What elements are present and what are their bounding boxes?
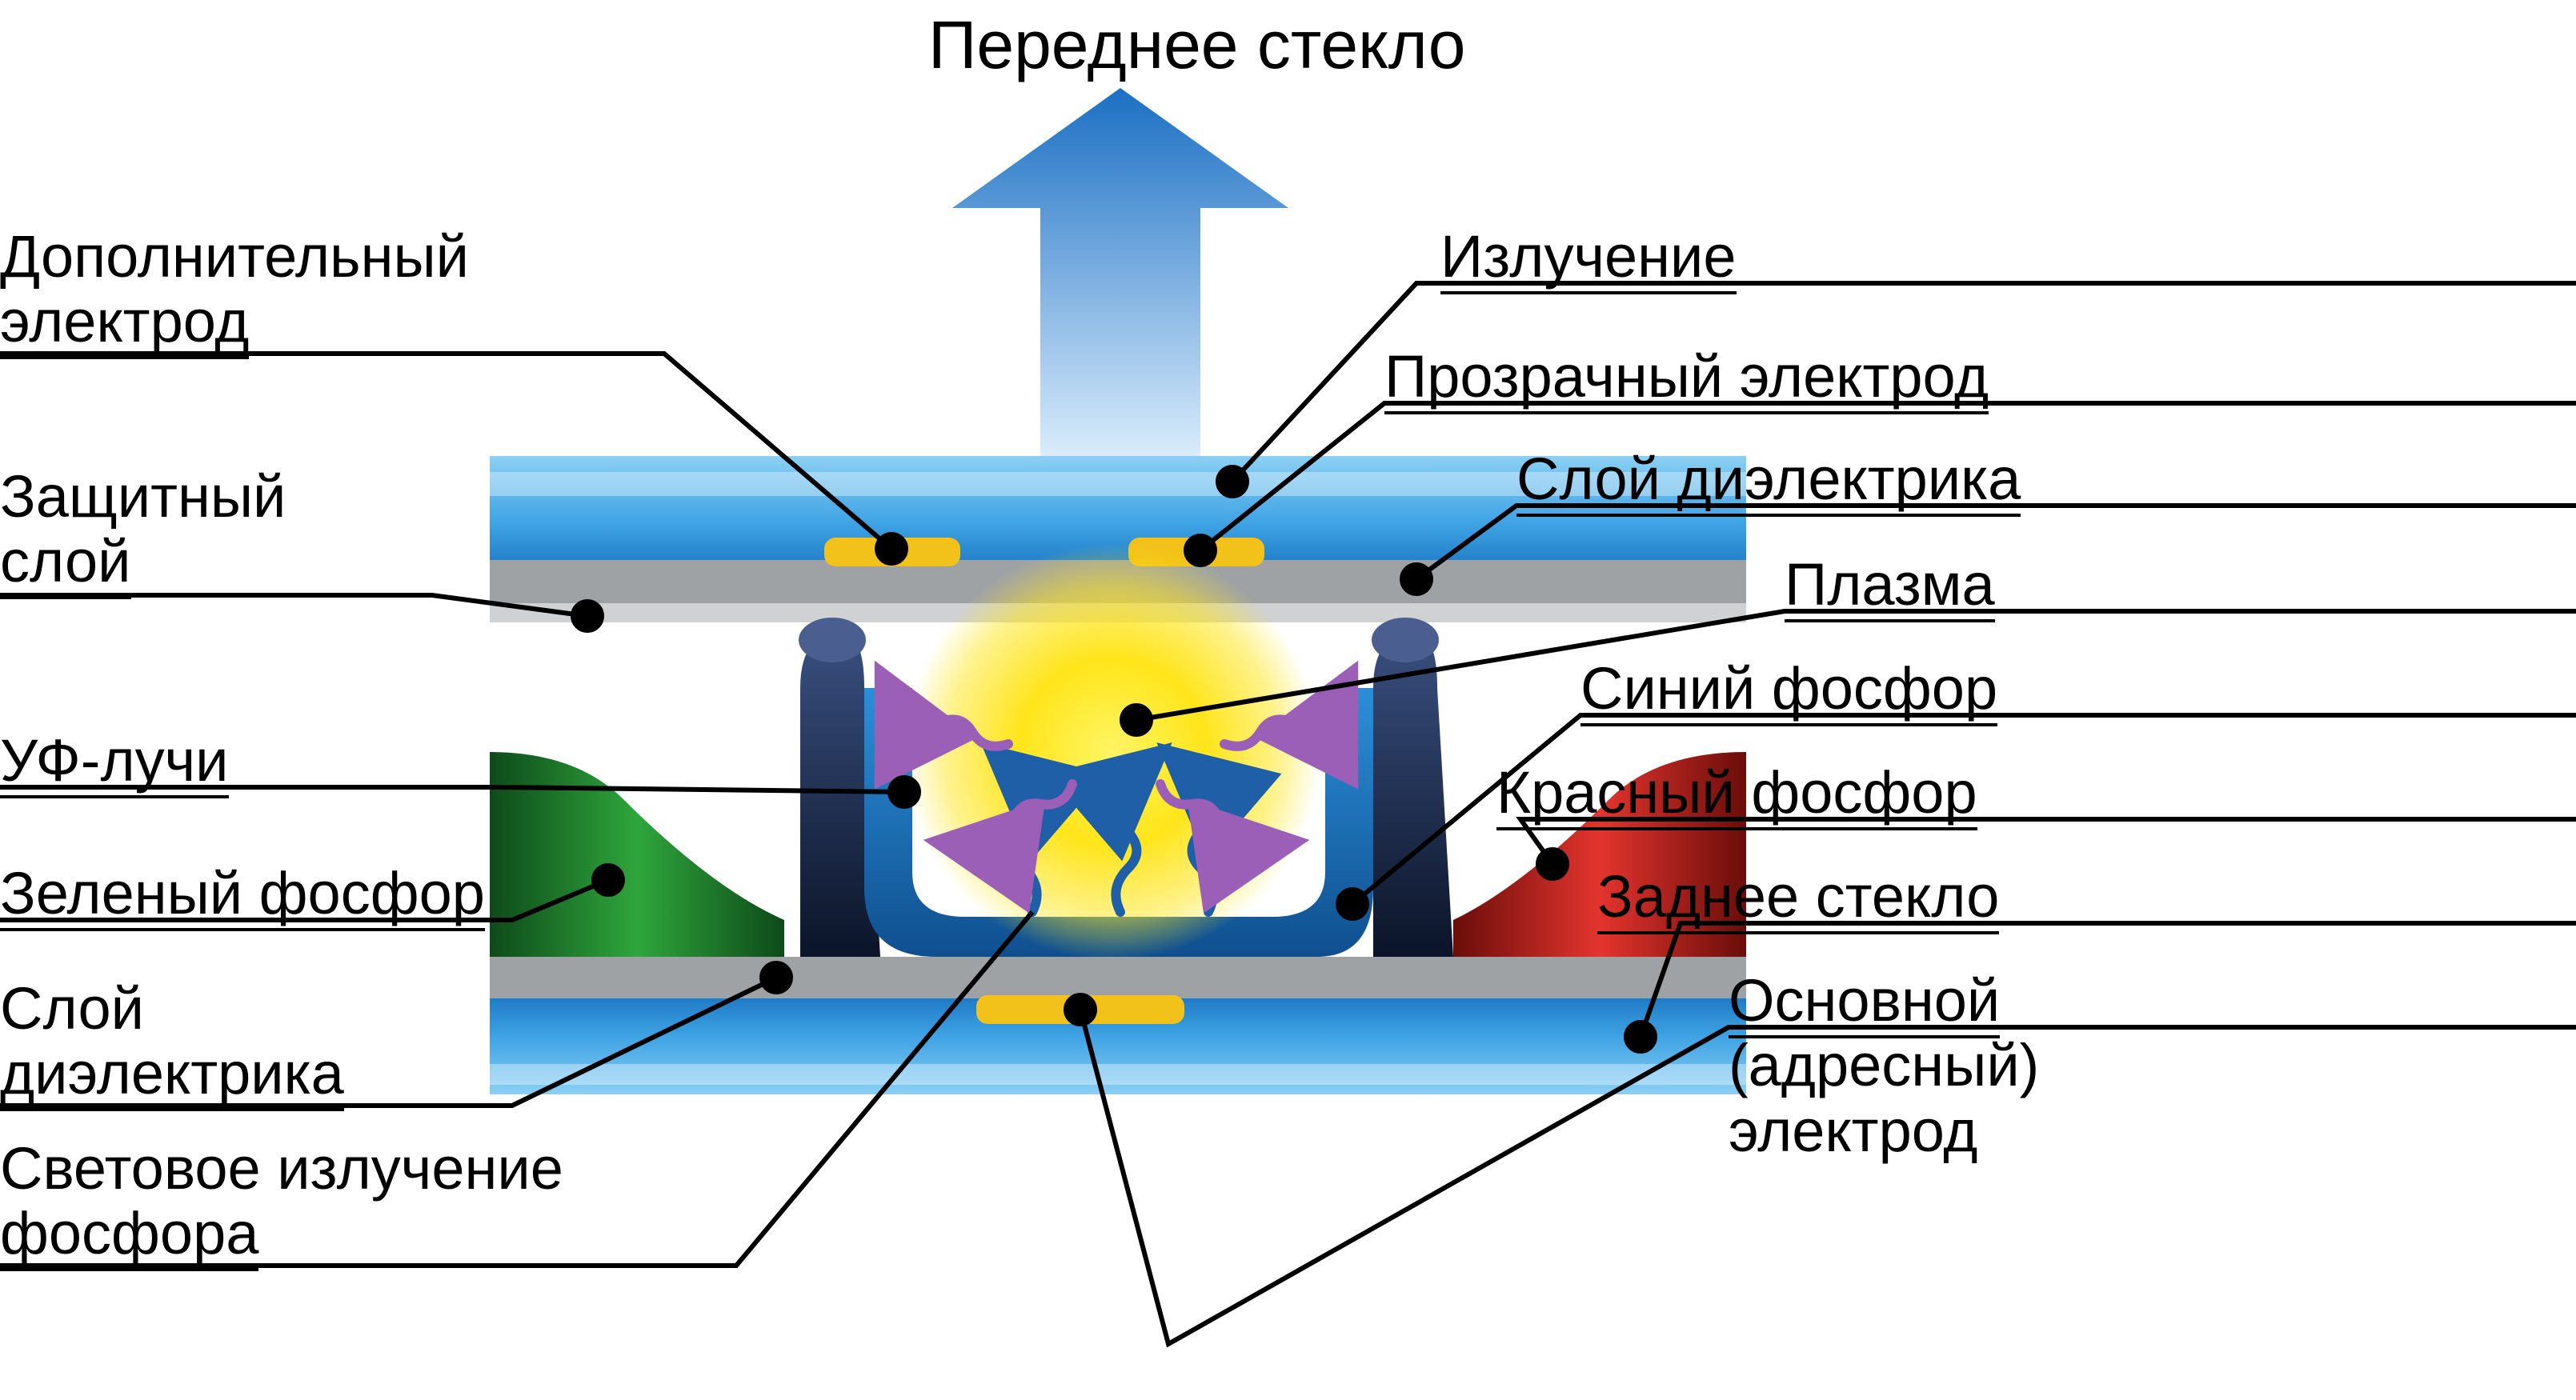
title: Переднее стекло xyxy=(928,8,1465,82)
label-blue-phosphor: Синий фосфор xyxy=(1580,656,1997,721)
label-radiation: Излучение xyxy=(1440,224,1737,289)
label-green-phosphor: Зеленый фосфор xyxy=(0,861,485,926)
label-transparent-electrode: Прозрачный электрод xyxy=(1384,344,1989,409)
label-protective-layer: Защитный слой xyxy=(0,464,286,594)
label-aux-electrode: Дополнительный электрод xyxy=(0,224,469,354)
label-plasma: Плазма xyxy=(1785,552,1995,617)
label-dielectric-left: Слой диэлектрика xyxy=(0,976,344,1106)
label-uv-rays: УФ-лучи xyxy=(0,728,229,793)
label-red-phosphor: Красный фосфор xyxy=(1496,760,1977,825)
label-phosphor-light: Световое излучение фосфора xyxy=(0,1136,563,1266)
rear-dielectric xyxy=(490,957,1746,1000)
green-phosphor-shape xyxy=(490,752,784,957)
label-main-electrode: Основной (адресный) электрод xyxy=(1729,968,2039,1163)
label-dielectric-right: Слой диэлектрика xyxy=(1516,446,2021,511)
radiation-arrow xyxy=(952,88,1288,456)
label-rear-glass: Заднее стекло xyxy=(1597,864,1999,929)
